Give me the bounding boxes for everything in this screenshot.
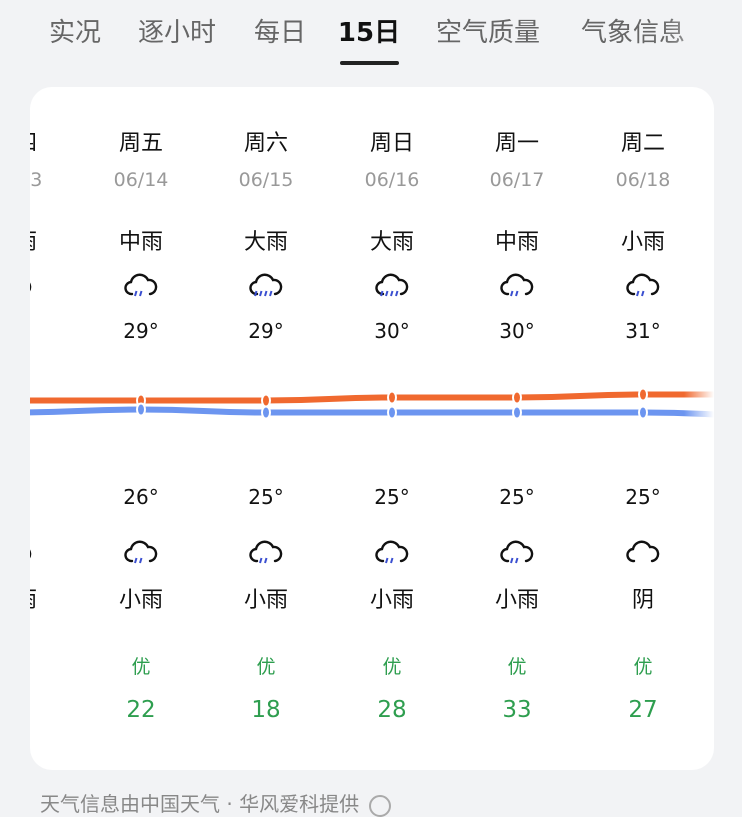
tab-fade	[662, 8, 742, 68]
light-rain-icon	[206, 537, 326, 567]
low-temp: 25°	[625, 485, 661, 509]
light-rain-icon	[81, 537, 201, 567]
aqi-value: 33	[502, 697, 532, 723]
weekday-label: 周五	[118, 131, 163, 156]
low-temp-line-point	[638, 405, 648, 420]
weekday-label: 周六	[243, 131, 288, 156]
date-label: 06/13	[30, 169, 43, 191]
high-temp: 30°	[499, 319, 535, 343]
night-weather-label: 小雨	[369, 588, 414, 613]
info-icon[interactable]	[369, 794, 392, 817]
high-temp: 29°	[123, 319, 159, 343]
aqi-level: 优	[633, 656, 653, 678]
low-temp-line-point	[387, 405, 397, 420]
date-label: 06/16	[364, 169, 420, 191]
active-tab-indicator	[340, 61, 399, 65]
day-weather-label: 中雨	[118, 230, 163, 255]
high-temp-line-point	[261, 393, 271, 408]
forecast-card[interactable]: 周四06/13中雨小雨周五06/14中雨29°26°小雨优22周六06/15大雨…	[30, 87, 714, 770]
tab-hourly[interactable]: 逐小时	[137, 18, 217, 48]
aqi-value: 28	[377, 697, 407, 723]
night-weather-label: 小雨	[494, 588, 539, 613]
high-temp-line-point	[638, 387, 648, 402]
date-label: 06/14	[113, 169, 169, 191]
high-temp: 30°	[374, 319, 410, 343]
weekday-label: 周一	[494, 131, 539, 156]
high-temp-line-point	[387, 390, 397, 405]
rain-icon	[30, 537, 75, 567]
date-label: 06/15	[238, 169, 294, 191]
aqi-level: 优	[256, 656, 276, 678]
light-rain-icon	[583, 270, 703, 300]
low-temp: 25°	[374, 485, 410, 509]
night-weather-label: 小雨	[243, 588, 288, 613]
aqi-value: 27	[628, 697, 658, 723]
aqi-level: 优	[507, 656, 527, 678]
low-temp: 26°	[123, 485, 159, 509]
date-label: 06/17	[489, 169, 545, 191]
tab-15-day[interactable]: 15日	[337, 18, 401, 48]
day-weather-label: 小雨	[620, 230, 665, 255]
low-temp-line-point	[136, 402, 146, 417]
day-weather-label: 大雨	[243, 230, 288, 255]
high-temp-line-point	[512, 390, 522, 405]
day-weather-label: 大雨	[369, 230, 414, 255]
night-weather-label: 小雨	[30, 582, 75, 614]
night-weather-label: 小雨	[118, 588, 163, 613]
low-temp: 25°	[499, 485, 535, 509]
footer-source: 天气信息由中国天气 · 华风爱科提供	[40, 788, 392, 817]
cloudy-icon	[583, 537, 703, 567]
low-temp-line-point	[512, 405, 522, 420]
high-temp: 31°	[625, 319, 661, 343]
temperature-chart	[30, 387, 714, 420]
heavy-rain-icon	[332, 270, 452, 300]
tab-air-quality[interactable]: 空气质量	[435, 18, 541, 48]
low-temp: 25°	[248, 485, 284, 509]
tab-bar: 实况 逐小时 每日 15日 空气质量 气象信息	[0, 8, 742, 68]
high-temp: 29°	[248, 319, 284, 343]
light-rain-icon	[332, 537, 452, 567]
date-label: 06/18	[615, 169, 671, 191]
light-rain-icon	[457, 537, 577, 567]
rain-icon	[30, 270, 75, 300]
moderate-rain-icon	[81, 270, 201, 300]
weekday-label: 周四	[30, 125, 75, 157]
heavy-rain-icon	[206, 270, 326, 300]
scroll-fade	[684, 347, 714, 467]
moderate-rain-icon	[457, 270, 577, 300]
aqi-level: 优	[131, 656, 151, 678]
aqi-value: 22	[126, 697, 156, 723]
low-temp-line-point	[261, 405, 271, 420]
footer-text: 天气信息由中国天气 · 华风爱科提供	[40, 792, 360, 816]
aqi-level: 优	[382, 656, 402, 678]
aqi-value: 18	[251, 697, 281, 723]
day-weather-label: 中雨	[494, 230, 539, 255]
low-temp-line	[30, 406, 714, 418]
tab-daily[interactable]: 每日	[253, 18, 307, 48]
weekday-label: 周二	[620, 131, 665, 156]
day-weather-label: 中雨	[30, 224, 75, 256]
night-weather-label: 阴	[631, 588, 654, 613]
tab-live[interactable]: 实况	[48, 18, 102, 48]
weekday-label: 周日	[369, 131, 414, 156]
high-temp-line	[30, 391, 714, 404]
